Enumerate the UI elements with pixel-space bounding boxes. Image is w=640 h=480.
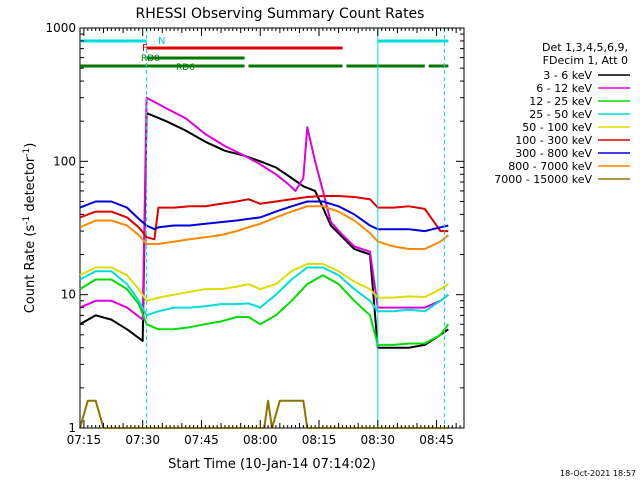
x-tick-label: 08:45 bbox=[419, 433, 454, 447]
legend-header-line1: Det 1,3,4,5,6,9, bbox=[542, 41, 628, 54]
legend-label: 7000 - 15000 keV bbox=[494, 173, 592, 186]
attenuator-lines bbox=[146, 28, 445, 428]
legend-label: 100 - 300 keV bbox=[515, 134, 592, 147]
series-line-5 bbox=[79, 195, 449, 241]
legend-label: 800 - 7000 keV bbox=[508, 160, 592, 173]
series-line-0 bbox=[79, 112, 449, 349]
series-line-8 bbox=[79, 399, 449, 429]
legend-header-line2: FDecim 1, Att 0 bbox=[543, 54, 628, 67]
x-tick-label: 07:45 bbox=[184, 433, 219, 447]
series-line-1 bbox=[79, 96, 449, 321]
chart-title: RHESSI Observing Summary Count Rates bbox=[136, 6, 425, 22]
flag-label-rd6: RD6 bbox=[176, 63, 195, 73]
y-tick-label: 1 bbox=[68, 421, 76, 435]
series-line-7 bbox=[79, 205, 449, 250]
flag-label-f: F bbox=[142, 43, 148, 54]
series-line-4 bbox=[79, 262, 449, 302]
series-line-2 bbox=[79, 274, 450, 346]
series-group bbox=[79, 96, 450, 429]
legend-label: 300 - 800 keV bbox=[515, 147, 592, 160]
x-tick-label: 07:30 bbox=[125, 433, 160, 447]
legend-label: 3 - 6 keV bbox=[543, 69, 592, 82]
y-tick-label: 100 bbox=[53, 154, 76, 168]
legend-label: 50 - 100 keV bbox=[522, 121, 592, 134]
y-tick-label: 1000 bbox=[45, 21, 76, 35]
x-tick-label: 08:30 bbox=[360, 433, 395, 447]
x-axis-label: Start Time (10-Jan-14 07:14:02) bbox=[168, 457, 376, 472]
flag-label-rd0: RD0 bbox=[141, 54, 160, 64]
flag-label-n: N bbox=[158, 36, 165, 47]
timestamp: 18-Oct-2021 18:57 bbox=[560, 469, 636, 478]
y-tick-label: 10 bbox=[61, 288, 76, 302]
legend-label: 25 - 50 keV bbox=[529, 108, 592, 121]
legend-label: 12 - 25 keV bbox=[529, 95, 592, 108]
plot-frame bbox=[79, 27, 465, 429]
series-line-6 bbox=[79, 200, 449, 233]
flag-lines bbox=[80, 39, 449, 68]
legend-label: 6 - 12 keV bbox=[536, 82, 592, 95]
series-line-3 bbox=[79, 266, 449, 317]
y-axis-label: Count Rate (s-1 detector-1) bbox=[22, 143, 38, 314]
y-axis-ticks: 1 10 100 1000 bbox=[45, 21, 464, 435]
x-tick-label: 08:15 bbox=[302, 433, 337, 447]
x-tick-label: 07:15 bbox=[67, 433, 102, 447]
x-axis-ticks: 07:15 07:30 07:45 08:00 08:15 08:30 08:45 bbox=[67, 28, 465, 447]
x-tick-label: 08:00 bbox=[243, 433, 278, 447]
